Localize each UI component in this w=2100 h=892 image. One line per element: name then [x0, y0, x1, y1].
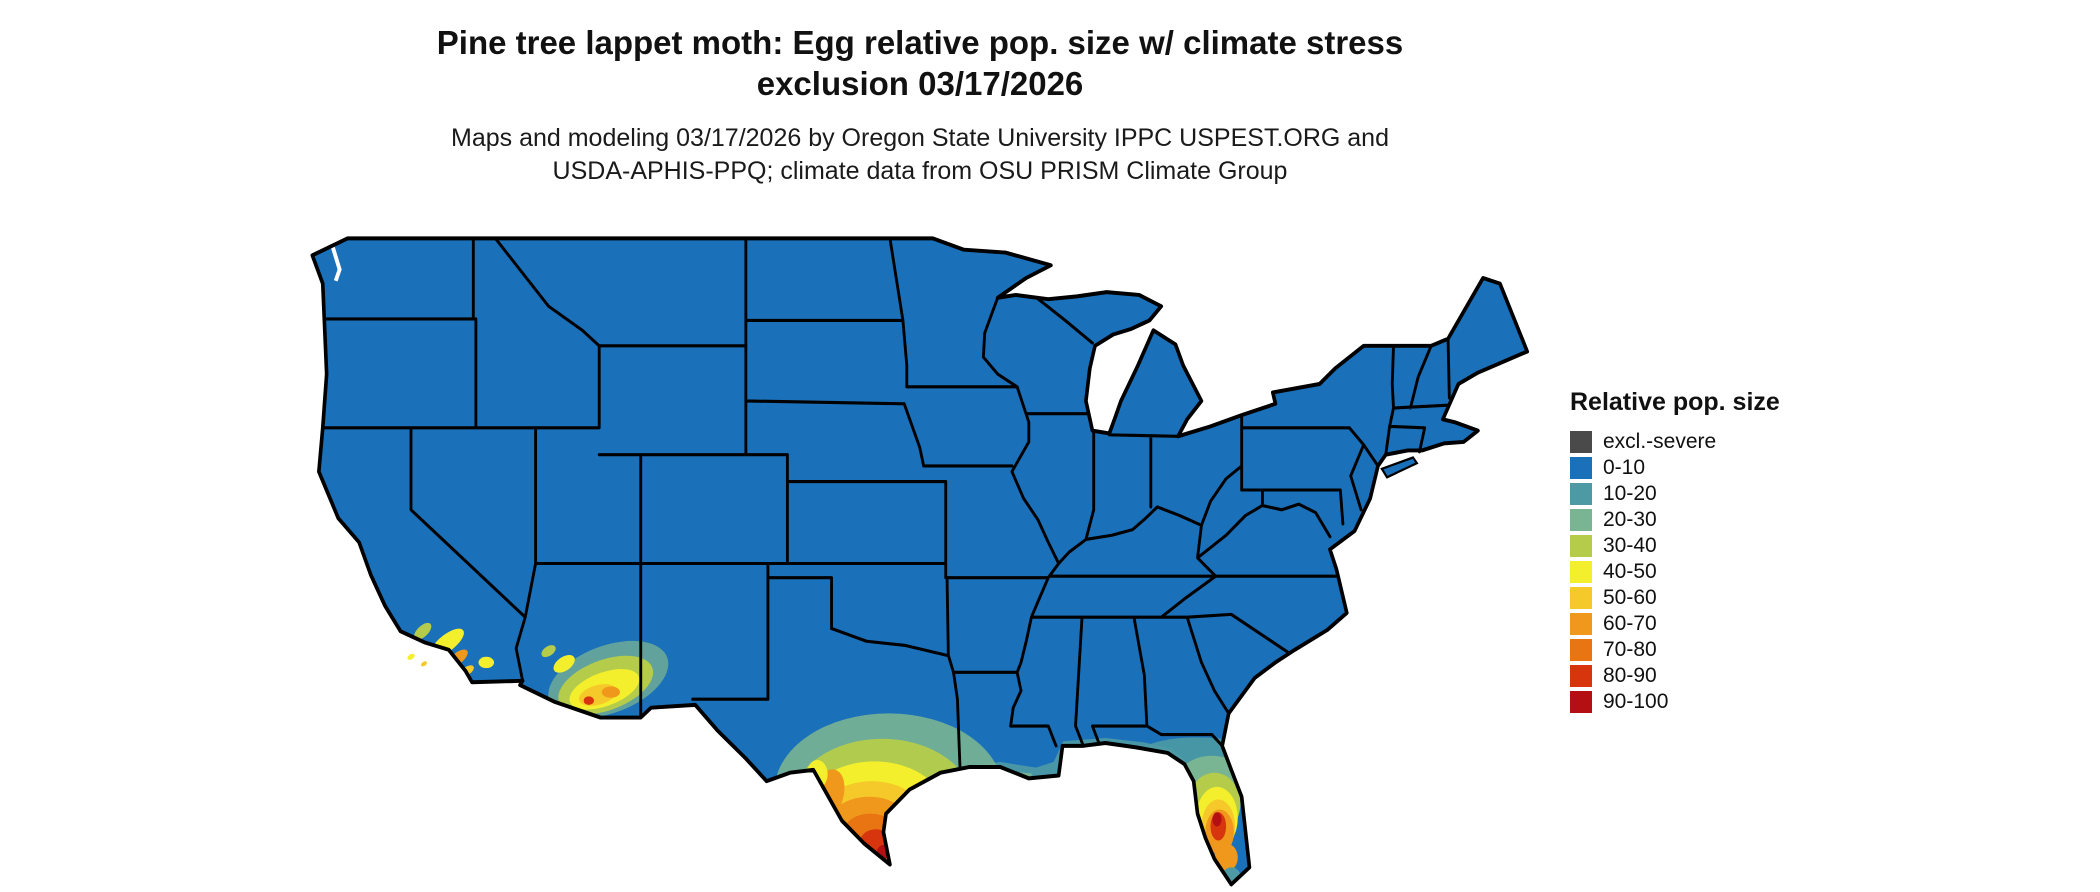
subtitle-line-2: USDA-APHIS-PPQ; climate data from OSU PR…	[552, 157, 1288, 185]
legend-item: 10-20	[1570, 481, 1870, 507]
us-land-fill	[312, 238, 1528, 885]
socal-30-40	[414, 622, 432, 640]
map-legend: Relative pop. size excl.-severe 0-10 10-…	[1570, 388, 1870, 715]
title-line-1: Pine tree lappet moth: Egg relative pop.…	[436, 24, 1404, 61]
channel-island-2	[421, 661, 427, 667]
channel-island-1	[407, 653, 415, 660]
legend-swatch	[1570, 613, 1592, 635]
arizona-60-70	[601, 686, 620, 698]
legend-swatch	[1570, 457, 1592, 479]
legend-item-label: 30-40	[1603, 534, 1657, 557]
subtitle-line-1: Maps and modeling 03/17/2026 by Oregon S…	[451, 124, 1389, 152]
legend-title: Relative pop. size	[1570, 388, 1780, 416]
legend-item: 80-90	[1570, 663, 1870, 689]
page-title: Pine tree lappet moth: Egg relative pop.…	[0, 22, 1840, 105]
legend-item: 40-50	[1570, 559, 1870, 585]
subtitle: Maps and modeling 03/17/2026 by Oregon S…	[0, 122, 1840, 188]
legend-item-label: 90-100	[1603, 690, 1669, 713]
socal-inland-40-50	[478, 656, 495, 669]
us-map	[289, 196, 1535, 892]
legend-swatch	[1570, 431, 1592, 453]
arizona-nw-40-50	[553, 655, 575, 673]
arizona-nw-30-40	[541, 645, 556, 658]
legend-item-label: 50-60	[1603, 586, 1657, 609]
legend-item: 90-100	[1570, 689, 1870, 715]
legend-swatch	[1570, 509, 1592, 531]
legend-swatch	[1570, 665, 1592, 687]
legend-item: 70-80	[1570, 637, 1870, 663]
legend-item-label: 40-50	[1603, 560, 1657, 583]
legend-item-label: 60-70	[1603, 612, 1657, 635]
legend-swatch	[1570, 483, 1592, 505]
texas-hotspot	[774, 713, 1003, 869]
puget-sound	[329, 243, 342, 282]
florida-90-100	[1212, 812, 1222, 827]
legend-item: 60-70	[1570, 611, 1870, 637]
legend-swatch	[1570, 639, 1592, 661]
legend-item-label: 70-80	[1603, 638, 1657, 661]
channel-islands	[407, 653, 427, 667]
legend-item: 20-30	[1570, 507, 1870, 533]
legend-item-label: 20-30	[1603, 508, 1657, 531]
legend-item: 30-40	[1570, 533, 1870, 559]
legend-item-label: 10-20	[1603, 482, 1657, 505]
legend-item: 0-10	[1570, 455, 1870, 481]
legend-item: 50-60	[1570, 585, 1870, 611]
us-map-svg	[310, 236, 1530, 887]
chesapeake-bay	[1336, 534, 1353, 562]
legend-swatch	[1570, 587, 1592, 609]
legend-item-label: excl.-severe	[1603, 430, 1717, 453]
us-outline	[310, 236, 1530, 887]
title-line-2: exclusion 03/17/2026	[756, 65, 1084, 103]
long-island	[1380, 456, 1419, 479]
arizona-hotspot	[541, 640, 669, 718]
legend-swatch	[1570, 691, 1592, 713]
legend-swatch	[1570, 535, 1592, 557]
arizona-80-90	[583, 696, 595, 705]
state-borders	[321, 236, 1451, 771]
legend-item: excl.-severe	[1570, 429, 1870, 455]
legend-item-label: 80-90	[1603, 664, 1657, 687]
legend-swatch	[1570, 561, 1592, 583]
legend-item-label: 0-10	[1603, 456, 1646, 479]
